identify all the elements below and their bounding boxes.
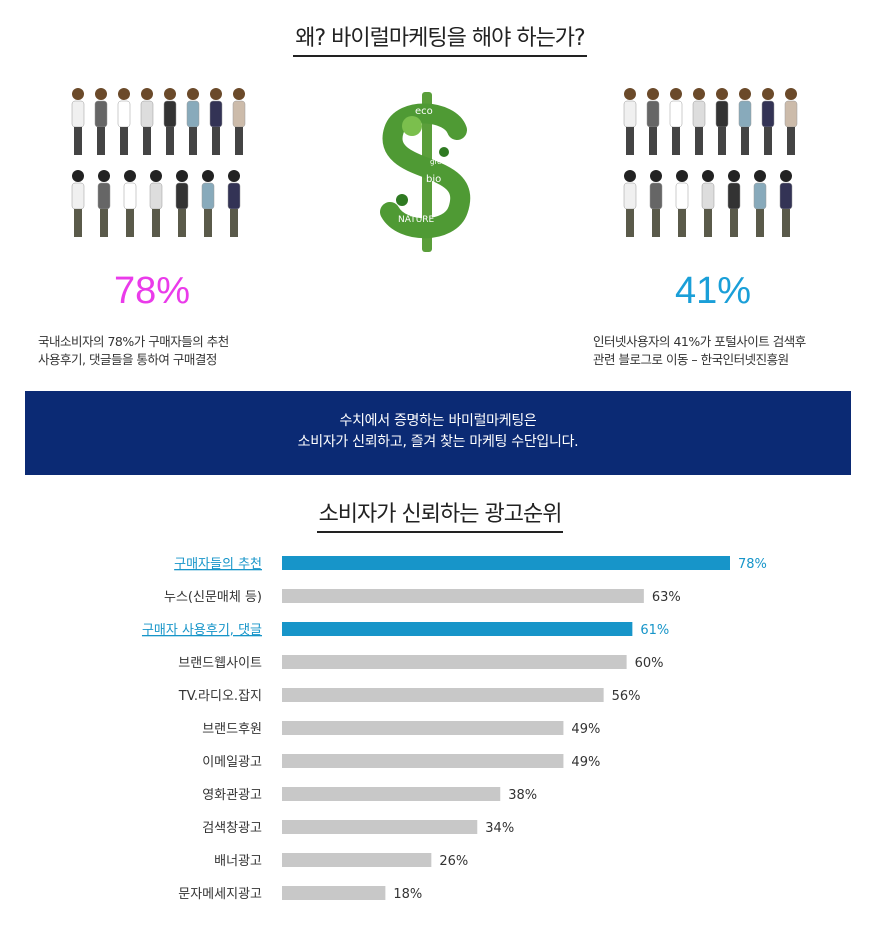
category-label: 영화관광고	[202, 788, 262, 803]
person-figure	[123, 170, 137, 237]
person-figure	[779, 170, 793, 237]
person-figure	[163, 88, 177, 155]
category-label: 누스(신문매체 등)	[164, 590, 262, 605]
bar	[282, 853, 432, 867]
value-label: 26%	[439, 854, 468, 869]
person-figure	[646, 88, 660, 155]
bar	[282, 688, 604, 702]
person-figure	[692, 88, 706, 155]
chart-title: 소비자가 신뢰하는 광고순위	[0, 496, 880, 533]
category-label: 브랜드웹사이트	[178, 656, 262, 671]
person-figure	[675, 170, 689, 237]
dollar-word-eco: eco	[415, 106, 433, 117]
bar	[282, 787, 501, 801]
category-label: 브랜드후원	[202, 722, 262, 737]
category-label: 문자메세지광고	[178, 887, 262, 902]
person-figure	[175, 170, 189, 237]
person-figure	[227, 170, 241, 237]
person-figure	[149, 170, 163, 237]
value-label: 63%	[652, 590, 681, 605]
bar	[282, 589, 644, 603]
person-figure	[117, 88, 131, 155]
bar	[282, 655, 627, 669]
person-figure	[753, 170, 767, 237]
person-figure	[761, 88, 775, 155]
person-figure	[649, 170, 663, 237]
category-label: 이메일광고	[202, 755, 262, 770]
left-percent: 78%	[113, 270, 191, 312]
person-figure	[715, 88, 729, 155]
left-description: 국내소비자의 78%가 구매자들의 추천 사용후기, 댓글들을 통하여 구매결정	[38, 334, 229, 367]
value-label: 56%	[612, 689, 641, 704]
person-figure	[97, 170, 111, 237]
person-figure	[201, 170, 215, 237]
value-label: 60%	[635, 656, 664, 671]
person-figure	[669, 88, 683, 155]
value-label: 49%	[571, 722, 600, 737]
bar	[282, 721, 564, 735]
person-figure	[623, 170, 637, 237]
person-figure	[701, 170, 715, 237]
person-figure	[71, 170, 85, 237]
bar	[282, 820, 478, 834]
eco-dollar-icon: eco green bio NATURE	[380, 92, 471, 252]
category-label: 검색창광고	[202, 821, 262, 836]
value-label: 61%	[640, 623, 669, 638]
person-figure	[727, 170, 741, 237]
bar	[282, 886, 386, 900]
person-figure	[140, 88, 154, 155]
bar	[282, 556, 730, 570]
right-description: 인터넷사용자의 41%가 포털사이트 검색후 관련 블로그로 이동 – 한국인터…	[593, 334, 806, 367]
value-label: 49%	[571, 755, 600, 770]
right-percent: 41%	[674, 270, 752, 312]
summary-banner: 수치에서 증명하는 바미럴마케팅은 소비자가 신뢰하고, 즐겨 찾는 마케팅 수…	[25, 391, 851, 475]
category-label: 구매자 사용후기, 댓글	[142, 623, 262, 638]
dollar-word-green: green	[430, 158, 450, 166]
person-figure	[209, 88, 223, 155]
category-label: 배너광고	[214, 854, 262, 869]
value-label: 34%	[485, 821, 514, 836]
value-label: 78%	[738, 557, 767, 572]
section-title: 왜? 바이럴마케팅을 해야 하는가?	[0, 20, 880, 57]
person-figure	[784, 88, 798, 155]
ad-trust-bar-chart: 구매자들의 추천 78% 누스(신문매체 등) 63% 구매자 사용후기, 댓글 61% 브…	[142, 556, 767, 902]
person-figure	[232, 88, 246, 155]
bar	[282, 622, 633, 636]
category-label: 구매자들의 추천	[174, 557, 262, 572]
person-figure	[71, 88, 85, 155]
person-figure	[623, 88, 637, 155]
consumers-illustration-right	[623, 88, 798, 237]
person-figure	[94, 88, 108, 155]
bar	[282, 754, 564, 768]
value-label: 38%	[508, 788, 537, 803]
value-label: 18%	[393, 887, 422, 902]
person-figure	[738, 88, 752, 155]
dollar-word-bio: bio	[426, 174, 441, 185]
person-figure	[186, 88, 200, 155]
dollar-word-nature: NATURE	[398, 215, 435, 225]
category-label: TV.라디오.잡지	[178, 689, 262, 704]
consumers-illustration-left	[71, 88, 246, 237]
